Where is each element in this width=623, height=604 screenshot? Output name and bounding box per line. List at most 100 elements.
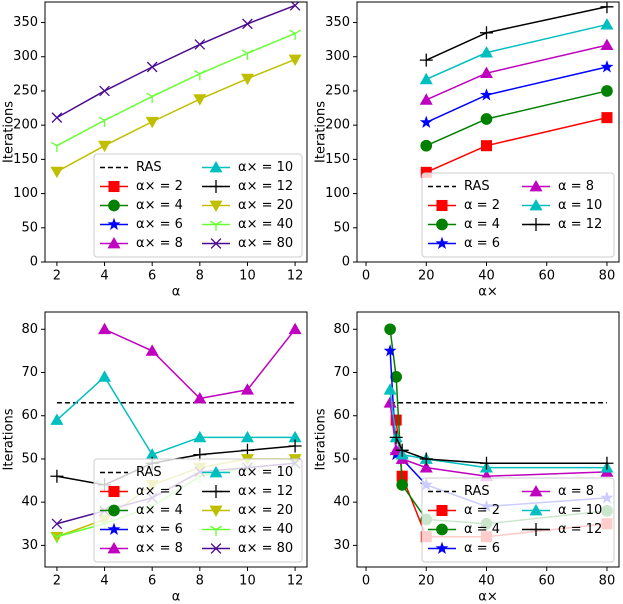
series-line	[56, 375, 296, 456]
marker	[50, 166, 64, 179]
marker	[419, 93, 433, 105]
marker	[193, 70, 206, 81]
marker	[146, 61, 158, 73]
x-tick-label: 10	[239, 269, 256, 284]
marker	[384, 323, 396, 336]
legend-label: α = 8	[558, 179, 594, 194]
x-tick-label: 80	[599, 574, 616, 589]
marker	[108, 180, 120, 193]
y-tick-label: 150	[325, 152, 350, 167]
legend-label: α = 4	[464, 217, 500, 232]
legend: RAS α× = 2 α× = 4 α× = 6 α× = 8 α× = 10 α× = 1…	[93, 458, 303, 563]
marker	[99, 85, 110, 97]
marker	[210, 525, 222, 536]
marker	[419, 115, 433, 128]
marker	[209, 505, 223, 517]
legend-label: α = 12	[558, 217, 602, 232]
y-tick-label: 40	[21, 495, 38, 510]
marker	[390, 370, 402, 383]
y-axis-label: Iterations	[2, 408, 17, 470]
marker	[419, 461, 433, 473]
marker	[383, 344, 397, 357]
subplot: 2 4 6 8 10 12 0 50 100 150 200 250 300 350 α Iterations…	[2, 1, 308, 300]
x-axis-label: α×	[478, 285, 497, 300]
marker	[395, 443, 409, 457]
y-tick-label: 350	[325, 15, 350, 30]
y-tick-label: 100	[325, 186, 350, 201]
legend-label: α = 6	[464, 541, 500, 556]
series-line	[56, 32, 296, 147]
legend-frame	[93, 153, 303, 258]
x-tick-label: 0	[362, 574, 370, 589]
x-tick-label: 40	[478, 574, 495, 589]
marker	[529, 199, 543, 211]
legend-label: α× = 2	[136, 179, 183, 194]
marker	[529, 504, 543, 516]
y-tick-label: 0	[342, 255, 350, 270]
series-line	[425, 90, 608, 147]
legend-label: RAS	[464, 179, 490, 194]
x-tick-label: 4	[100, 269, 108, 284]
x-tick-label: 40	[478, 269, 495, 284]
marker	[479, 456, 493, 470]
legend-frame	[421, 172, 615, 258]
marker	[210, 238, 222, 249]
legend-label: α× = 4	[136, 198, 183, 213]
legend-frame	[93, 458, 303, 563]
legend-label: α = 10	[558, 503, 602, 518]
marker	[107, 522, 121, 536]
marker	[107, 237, 121, 249]
marker	[209, 200, 223, 212]
y-tick-label: 100	[13, 186, 38, 201]
legend-label: α× = 6	[136, 522, 183, 537]
y-tick-label: 60	[333, 408, 350, 423]
x-tick-label: 20	[418, 574, 435, 589]
y-tick-label: 0	[30, 255, 38, 270]
marker	[98, 116, 111, 127]
marker	[145, 448, 159, 460]
axes-frame	[356, 1, 620, 263]
y-tick-label: 50	[333, 451, 350, 466]
marker	[600, 60, 614, 73]
y-tick-label: 80	[333, 322, 350, 337]
y-tick-label: 80	[21, 322, 38, 337]
y-tick-label: 50	[333, 220, 350, 235]
series-line	[425, 66, 608, 124]
marker	[107, 542, 121, 554]
marker	[240, 73, 254, 86]
x-tick-label: 4	[100, 574, 108, 589]
series-line	[425, 116, 608, 174]
marker	[480, 140, 493, 152]
legend-label: α = 8	[558, 484, 594, 499]
marker	[209, 180, 223, 193]
series-line	[104, 328, 296, 400]
legend-label: α× = 40	[238, 217, 293, 232]
x-tick-label: 12	[287, 574, 304, 589]
marker	[50, 469, 64, 483]
marker	[383, 383, 397, 395]
x-tick-label: 8	[196, 269, 204, 284]
legend-label: α× = 4	[136, 503, 183, 518]
x-axis-label: α	[172, 285, 181, 300]
marker	[288, 439, 302, 453]
marker	[436, 199, 448, 212]
marker	[193, 391, 207, 404]
legend-label: α = 12	[558, 522, 602, 537]
marker	[210, 220, 222, 231]
y-tick-label: 60	[21, 408, 38, 423]
x-tick-label: 6	[148, 574, 156, 589]
series-line	[56, 58, 296, 173]
marker	[479, 66, 493, 79]
y-tick-label: 30	[333, 538, 350, 553]
y-tick-label: 50	[21, 220, 38, 235]
legend-label: α = 2	[464, 503, 500, 518]
marker	[51, 112, 63, 123]
marker	[419, 53, 433, 67]
y-tick-label: 300	[13, 49, 38, 64]
marker	[529, 485, 543, 497]
legend-label: RAS	[136, 465, 162, 480]
marker	[209, 161, 223, 173]
marker	[390, 414, 402, 426]
marker	[51, 518, 63, 530]
legend-label: α× = 2	[136, 484, 183, 499]
